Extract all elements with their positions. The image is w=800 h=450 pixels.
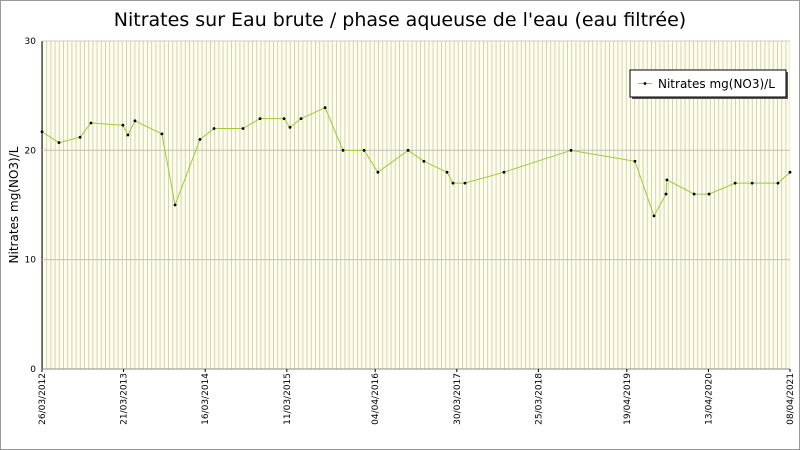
y-tick-label: 0 <box>30 365 36 375</box>
data-point <box>212 127 216 130</box>
data-point <box>376 170 380 174</box>
data-point <box>692 192 696 196</box>
legend-label: Nitrates mg(NO3)/L <box>658 77 775 91</box>
data-point <box>282 117 286 121</box>
data-point <box>198 138 202 141</box>
x-tick-label: 21/03/2013 <box>120 373 130 425</box>
data-point <box>133 119 137 123</box>
data-point <box>502 170 506 174</box>
data-point <box>341 148 345 152</box>
data-point <box>160 132 164 136</box>
data-point <box>406 148 410 152</box>
y-axis-label: Nitrates mg(NO3)/L <box>7 146 21 263</box>
x-tick-label: 26/03/2012 <box>38 373 48 425</box>
data-point <box>445 170 449 174</box>
data-point <box>78 135 82 139</box>
y-tick-label: 10 <box>25 256 37 266</box>
data-point <box>788 170 792 174</box>
x-tick-label: 04/04/2016 <box>371 373 381 425</box>
y-tick-label: 20 <box>25 146 37 156</box>
x-tick-label: 16/03/2014 <box>201 373 211 425</box>
data-point <box>258 117 262 121</box>
chart-title: Nitrates sur Eau brute / phase aqueuse d… <box>114 9 686 31</box>
data-point <box>451 181 455 185</box>
x-tick-label: 19/04/2019 <box>623 373 633 425</box>
legend-box <box>629 69 787 98</box>
data-point <box>299 117 303 121</box>
x-tick-label: 11/03/2015 <box>283 373 293 425</box>
legend-marker <box>643 82 647 85</box>
data-point <box>89 121 93 125</box>
x-tick-label: 30/03/2017 <box>453 373 463 425</box>
y-tick-label: 30 <box>25 37 37 47</box>
data-point <box>463 181 467 185</box>
data-point <box>323 106 327 110</box>
data-point <box>288 125 292 129</box>
data-point <box>664 192 668 196</box>
data-point <box>121 123 125 127</box>
data-point <box>707 192 711 196</box>
data-point <box>569 148 573 152</box>
data-point <box>126 133 130 137</box>
x-tick-label: 08/04/2021 <box>786 373 796 425</box>
data-point <box>652 214 656 218</box>
x-tick-label: 13/04/2020 <box>704 373 714 425</box>
data-point <box>776 181 780 185</box>
x-tick-label: 25/03/2018 <box>534 373 544 425</box>
data-point <box>57 141 61 145</box>
data-point <box>173 203 177 207</box>
data-point <box>733 181 737 185</box>
data-point <box>750 181 754 185</box>
data-point <box>40 130 44 134</box>
data-point <box>241 127 245 130</box>
data-point <box>665 178 669 182</box>
data-point <box>362 148 366 152</box>
data-point <box>422 159 426 163</box>
data-point <box>633 159 637 163</box>
